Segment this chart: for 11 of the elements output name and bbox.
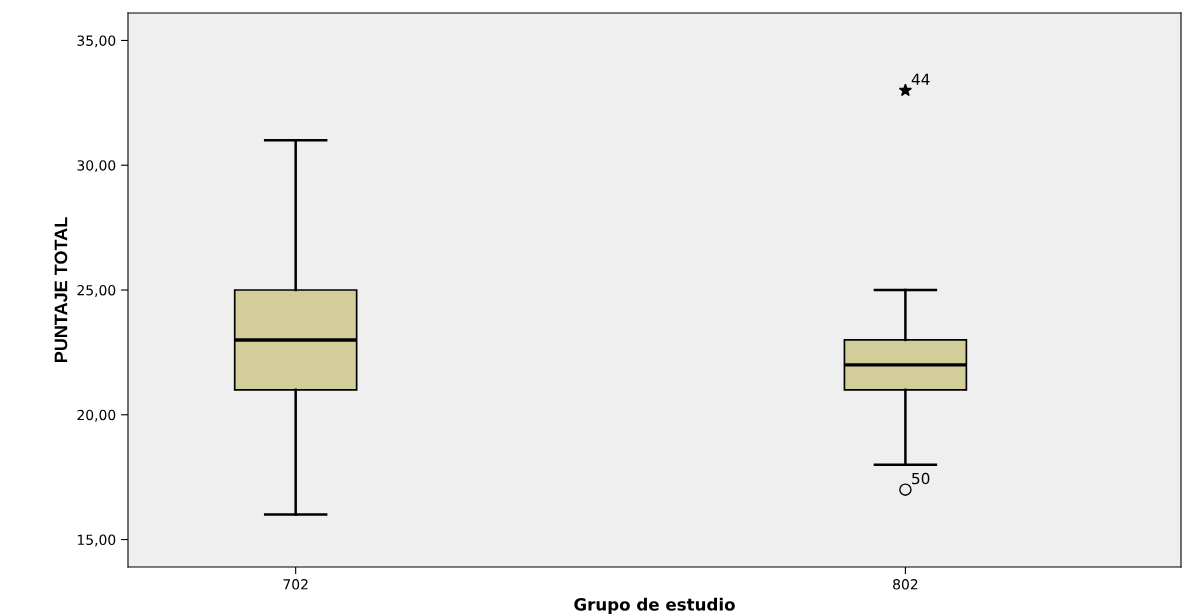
y-tick-label: 25,00 <box>77 284 116 297</box>
y-tick-label: 30,00 <box>77 160 116 173</box>
y-tick-label: 20,00 <box>77 409 116 422</box>
annotation: 50 <box>912 472 930 485</box>
y-tick-label: 15,00 <box>77 534 116 547</box>
y-tick-label: 35,00 <box>77 35 116 48</box>
y-axis-title: PUNTAJE TOTAL <box>54 217 68 363</box>
x-axis-title: Grupo de estudio <box>574 597 735 614</box>
x-tick-label: 702 <box>283 579 308 590</box>
annotation: 44 <box>911 73 930 85</box>
x-tick-label: 802 <box>893 579 918 590</box>
